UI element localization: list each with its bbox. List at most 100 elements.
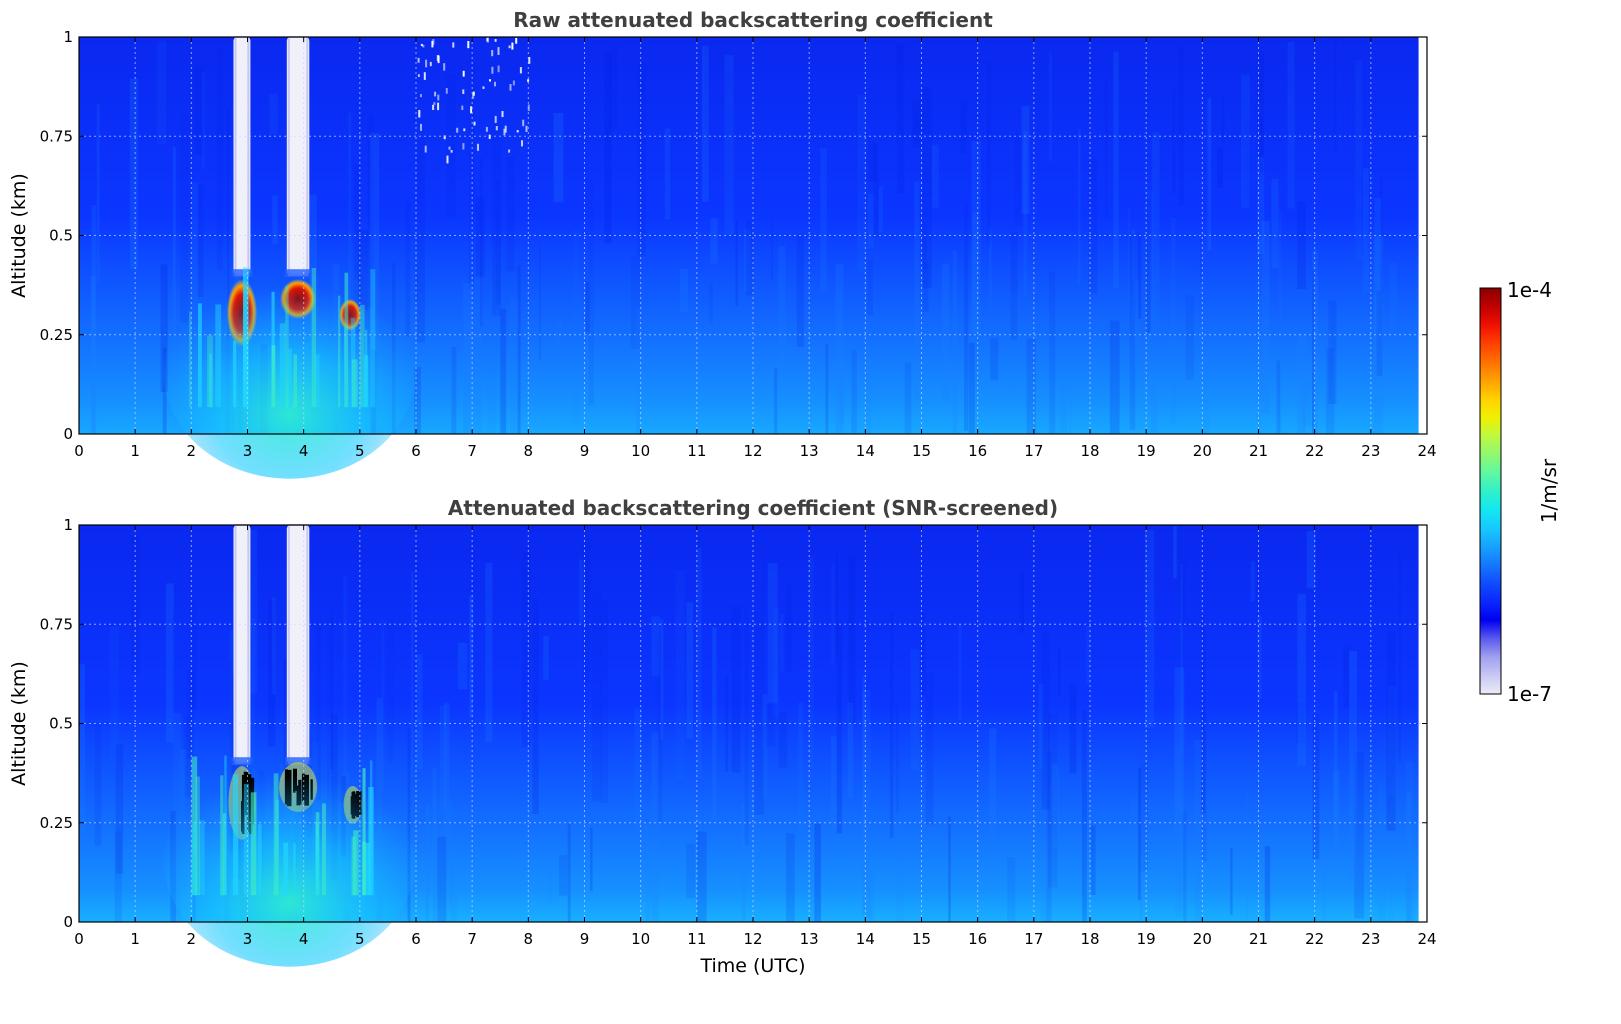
aerosol-spike [215,304,222,408]
x-tick-label: 23 [1361,442,1380,460]
feature-saturated-column [233,37,251,276]
aerosol-spike [189,311,192,408]
aerosol-spike [362,768,366,896]
aerosol-spike [288,348,292,408]
aerosol-spike [315,354,320,408]
x-tick-label: 15 [912,442,931,460]
y-tick-label: 0 [63,913,73,931]
x-tick-label: 24 [1417,442,1436,460]
aerosol-spike [365,843,371,896]
aerosol-spike [283,842,289,896]
x-tick-label: 8 [524,442,534,460]
feature-saturated-column [286,525,310,764]
x-tick-label: 0 [74,930,84,948]
aerosol-spike [370,269,376,408]
y-axis-label: Altitude (km) [8,661,30,786]
aerosol-spike [311,268,316,408]
aerosol-spike [273,773,279,896]
aerosol-spike [353,830,359,896]
aerosol-spike [243,273,249,408]
aerosol-spike [344,272,349,408]
colorbar-min-label: 1e-7 [1507,682,1552,706]
x-tick-label: 8 [524,930,534,948]
x-tick-label: 5 [355,930,365,948]
colorbar-unit-label: 1/m/sr [1537,458,1561,523]
panel-1: Raw attenuated backscattering coefficien… [8,8,1437,479]
x-tick-label: 16 [968,442,987,460]
x-tick-label: 4 [299,930,309,948]
x-tick-label: 3 [243,930,253,948]
aerosol-spike [243,783,249,896]
x-tick-label: 1 [130,930,140,948]
x-tick-label: 17 [1024,930,1043,948]
feature-noise-speckle [417,37,531,164]
x-tick-label: 12 [743,442,762,460]
x-tick-label: 23 [1361,930,1380,948]
x-tick-label: 11 [687,930,706,948]
y-tick-label: 0.5 [49,715,73,733]
grid [79,37,1427,434]
x-tick-label: 16 [968,930,987,948]
x-tick-label: 9 [580,442,590,460]
x-tick-label: 21 [1249,442,1268,460]
feature-saturated-column [233,525,251,764]
x-tick-label: 22 [1305,930,1324,948]
x-tick-label: 19 [1137,930,1156,948]
aerosol-spike [220,775,224,896]
y-tick-label: 0.75 [40,127,73,145]
grid [79,525,1427,922]
aerosol-spike [368,787,374,896]
y-tick-label: 0.75 [40,615,73,633]
colorbar-max-label: 1e-4 [1507,278,1552,302]
feature-saturated-column [286,37,310,276]
aerosol-spike [195,776,200,896]
x-tick-label: 20 [1193,930,1212,948]
aerosol-spike [198,820,205,896]
colorbar-scale [1479,287,1502,695]
x-tick-label: 10 [631,442,650,460]
aerosol-spike [359,304,365,408]
x-tick-label: 18 [1080,930,1099,948]
aerosol-spike [338,295,341,408]
y-tick-label: 1 [63,516,73,534]
x-tick-label: 13 [800,442,819,460]
aerosol-spike [192,823,196,896]
aerosol-spike [364,354,369,408]
x-tick-label: 20 [1193,442,1212,460]
x-tick-label: 19 [1137,442,1156,460]
x-tick-label: 2 [187,442,197,460]
x-tick-label: 24 [1417,930,1436,948]
aerosol-spike [224,755,227,896]
x-tick-label: 6 [411,442,421,460]
aerosol-spike [293,843,296,896]
x-tick-label: 0 [74,442,84,460]
x-tick-label: 1 [130,442,140,460]
aerosol-spike [344,327,347,408]
y-tick-label: 0.5 [49,227,73,245]
y-tick-label: 0.25 [40,326,73,344]
x-tick-label: 10 [631,930,650,948]
panel-2: Attenuated backscattering coefficient (S… [8,496,1437,977]
chart-title: Attenuated backscattering coefficient (S… [448,496,1058,520]
aerosol-spike [243,289,248,408]
aerosol-spike [351,359,358,408]
aerosol-spike [222,813,227,896]
x-axis-label: Time (UTC) [699,955,805,977]
x-tick-label: 6 [411,930,421,948]
aerosol-spike [207,335,213,408]
y-tick-label: 1 [63,28,73,46]
x-tick-label: 14 [856,930,875,948]
colorbar: 1e-4 1e-7 1/m/sr [1479,278,1561,706]
x-tick-label: 17 [1024,442,1043,460]
x-tick-label: 21 [1249,930,1268,948]
x-tick-label: 9 [580,930,590,948]
y-tick-label: 0.25 [40,814,73,832]
x-tick-label: 14 [856,442,875,460]
aerosol-spike [232,774,239,896]
x-tick-label: 18 [1080,442,1099,460]
aerosol-spike [209,353,212,408]
aerosol-spike [350,317,356,408]
y-tick-label: 0 [63,425,73,443]
